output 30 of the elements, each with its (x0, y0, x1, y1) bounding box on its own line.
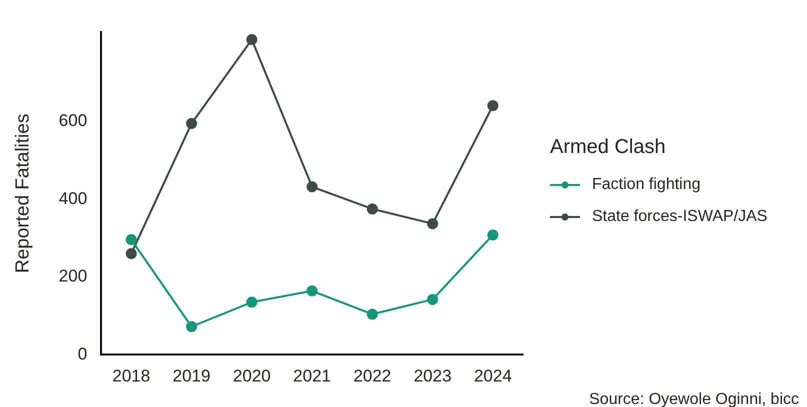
point (366, 203, 378, 214)
y-tick-label: 0 (78, 344, 88, 364)
point (487, 100, 498, 112)
point (306, 285, 318, 296)
legend-title: Armed Clash (550, 136, 667, 159)
point (186, 321, 198, 332)
point (306, 181, 318, 192)
point (366, 308, 378, 320)
point (126, 248, 137, 260)
x-tick-label: 2019 (172, 366, 210, 386)
x-tick-label: 2018 (112, 366, 150, 386)
point (246, 34, 258, 46)
x-tick-label: 2020 (232, 366, 271, 386)
x-tick-label: 2021 (293, 366, 331, 386)
point (186, 118, 198, 129)
source-note: Source: Oyewole Oginni, bicc (589, 391, 799, 407)
y-tick-label: 200 (58, 266, 88, 286)
point (427, 218, 438, 230)
y-tick-label: 400 (58, 188, 88, 208)
legend-label: Faction fighting (592, 176, 701, 194)
y-tick-label: 600 (58, 111, 88, 130)
x-tick-label: 2022 (353, 366, 392, 386)
x-tick-label: 2023 (414, 366, 452, 386)
point (487, 229, 498, 240)
legend-label: State forces-ISWAP/JAS (592, 208, 768, 226)
y-axis-title: Reported Fatalities (12, 114, 34, 274)
point (246, 296, 258, 308)
point (126, 234, 137, 246)
x-tick-label: 2024 (474, 366, 512, 386)
point (427, 294, 438, 305)
